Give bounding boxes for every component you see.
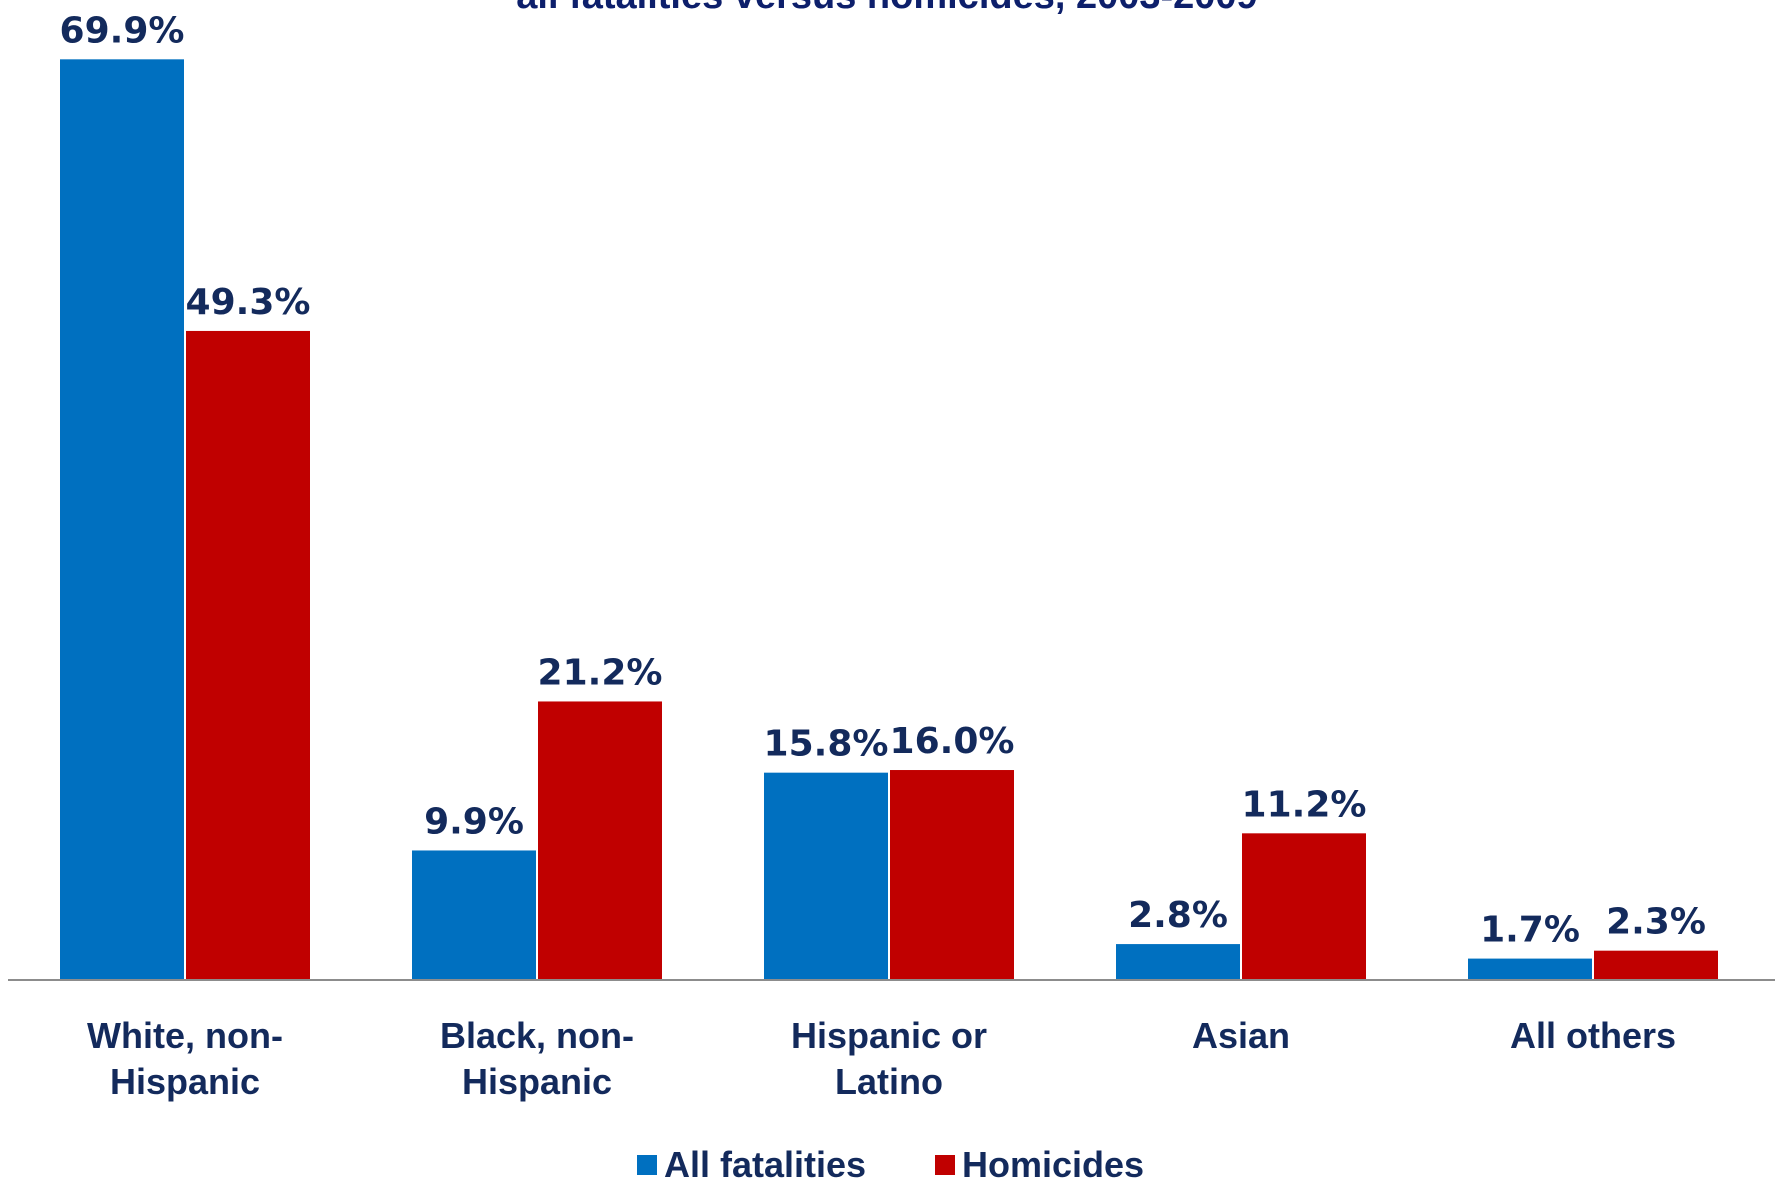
- legend-swatch-all-fatalities: [637, 1155, 657, 1175]
- category-label-2-line-0: Hispanic or: [791, 1015, 987, 1056]
- bars-layer: [58, 57, 1720, 982]
- bar-homicides-4: [1592, 948, 1720, 981]
- bar-homicides-2: [888, 768, 1016, 981]
- value-label-all-fatalities-2: 15.8%: [764, 724, 889, 765]
- bar-all-fatalities-1: [410, 848, 538, 981]
- value-labels-layer: 69.9% 49.3% 9.9% 21.2% 15.8% 16.0% 2.8% 11.2% 1.…: [60, 10, 1706, 950]
- category-label-0-line-1: Hispanic: [110, 1061, 260, 1102]
- bar-homicides-3: [1240, 831, 1368, 981]
- category-label-4-line-0: All others: [1510, 1015, 1676, 1056]
- bar-all-fatalities-0: [58, 57, 186, 982]
- category-labels-layer: White, non- Hispanic Black, non- Hispanic Hi…: [87, 1015, 1676, 1102]
- bar-homicides-0: [184, 328, 312, 981]
- value-label-homicides-4: 2.3%: [1606, 902, 1706, 943]
- category-label-2-line-1: Latino: [835, 1061, 943, 1102]
- chart-title: all fatalities versus homicides, 2003-20…: [516, 0, 1257, 17]
- bar-homicides-1: [536, 699, 664, 981]
- value-label-homicides-3: 11.2%: [1242, 784, 1367, 825]
- value-label-all-fatalities-1: 9.9%: [424, 801, 524, 842]
- legend: All fatalities Homicides: [637, 1144, 1144, 1183]
- category-label-1-line-0: Black, non-: [440, 1015, 634, 1056]
- bar-all-fatalities-4: [1466, 956, 1594, 982]
- bar-all-fatalities-2: [762, 770, 890, 981]
- bar-all-fatalities-3: [1114, 942, 1242, 982]
- legend-label-homicides: Homicides: [962, 1144, 1144, 1183]
- value-label-all-fatalities-0: 69.9%: [60, 10, 185, 51]
- category-label-3-line-0: Asian: [1192, 1015, 1290, 1056]
- value-label-homicides-2: 16.0%: [890, 721, 1015, 762]
- value-label-all-fatalities-3: 2.8%: [1128, 895, 1228, 936]
- category-label-1-line-1: Hispanic: [462, 1061, 612, 1102]
- legend-swatch-homicides: [935, 1155, 955, 1175]
- value-label-all-fatalities-4: 1.7%: [1480, 910, 1580, 951]
- value-label-homicides-0: 49.3%: [186, 282, 311, 323]
- legend-label-all-fatalities: All fatalities: [664, 1144, 866, 1183]
- value-label-homicides-1: 21.2%: [538, 652, 663, 693]
- category-label-0-line-0: White, non-: [87, 1015, 283, 1056]
